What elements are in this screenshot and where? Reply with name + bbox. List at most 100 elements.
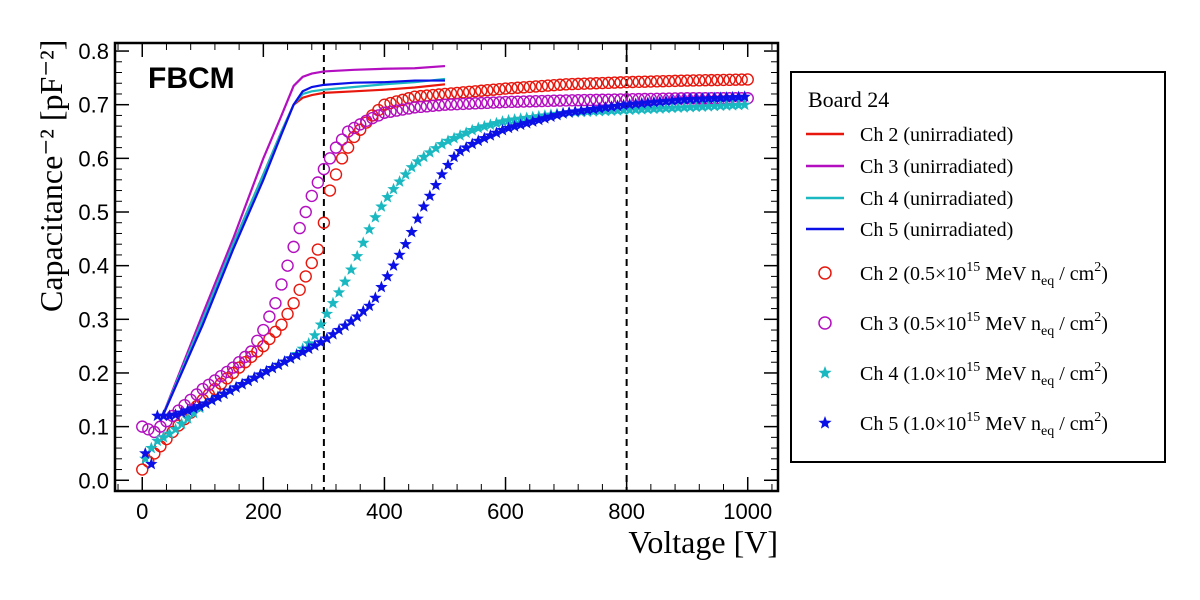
data-point	[472, 121, 485, 134]
data-point	[599, 104, 612, 117]
legend-label: Ch 2 (0.5×1015 MeV neq / cm2)	[860, 260, 1108, 289]
data-point	[638, 75, 651, 88]
y-axis-title: Capacitance⁻² [pF⁻²]	[33, 40, 69, 312]
data-point	[475, 84, 488, 97]
data-point	[578, 93, 591, 107]
legend-circle-marker	[818, 266, 832, 280]
data-point	[417, 200, 430, 212]
data-point	[629, 97, 642, 110]
data-point	[299, 205, 312, 219]
x-tick-label: 600	[487, 499, 524, 524]
legend: Board 24 Ch 2 (unirradiated) Ch 3 (unirra…	[790, 71, 1166, 463]
data-point	[565, 77, 579, 91]
data-point	[163, 409, 176, 422]
data-point	[517, 95, 530, 108]
data-point	[635, 96, 648, 109]
data-point	[281, 259, 294, 272]
data-point	[235, 377, 249, 390]
data-point	[559, 78, 573, 91]
data-point	[475, 96, 488, 110]
series-4	[159, 79, 445, 422]
legend-label: Ch 3 (0.5×1015 MeV neq / cm2)	[860, 310, 1108, 339]
data-point	[741, 73, 754, 86]
data-point	[653, 102, 667, 114]
data-point	[541, 94, 555, 108]
data-point	[590, 93, 603, 107]
series-8	[139, 90, 751, 470]
data-point	[496, 115, 509, 127]
data-point	[732, 98, 745, 111]
legend-title: Board 24	[808, 87, 889, 112]
data-point	[535, 79, 549, 93]
data-point	[338, 275, 352, 288]
data-point	[151, 434, 164, 447]
data-point	[326, 296, 340, 309]
series-line	[159, 77, 446, 422]
data-point	[644, 92, 658, 106]
data-point	[487, 96, 500, 109]
data-point	[514, 112, 527, 125]
data-point	[390, 95, 403, 108]
data-point	[417, 150, 430, 163]
data-point	[347, 121, 361, 135]
data-point	[293, 221, 306, 235]
data-point	[647, 95, 661, 108]
data-point	[596, 76, 609, 90]
data-point	[269, 325, 282, 339]
data-point	[287, 297, 300, 310]
data-point	[332, 323, 346, 336]
data-point	[665, 94, 679, 106]
data-point	[481, 96, 494, 110]
data-point	[511, 95, 524, 108]
data-point	[272, 358, 285, 371]
data-point	[257, 323, 270, 337]
legend-entries: Ch 2 (unirradiated) Ch 3 (unirradiated) Ch…	[806, 124, 1108, 439]
legend-entry: Ch 5 (unirradiated)	[806, 219, 1013, 241]
data-point	[677, 93, 691, 105]
y-tick-label: 0.2	[78, 361, 109, 386]
legend-label: Ch 5 (1.0×1015 MeV neq / cm2)	[860, 410, 1108, 439]
data-point	[684, 92, 697, 105]
data-point	[251, 334, 264, 347]
x-axis-title: Voltage [V]	[628, 524, 778, 560]
legend-entry: Ch 5 (1.0×1015 MeV neq / cm2)	[818, 410, 1108, 439]
data-point	[248, 371, 261, 384]
data-point	[656, 74, 670, 88]
series-layer	[136, 64, 754, 476]
data-point	[641, 102, 654, 115]
data-point	[581, 103, 594, 116]
data-point	[381, 190, 394, 203]
data-point	[175, 417, 188, 430]
data-point	[136, 463, 149, 476]
data-point	[423, 189, 437, 202]
data-point	[275, 318, 288, 331]
data-point	[344, 314, 358, 327]
data-point	[181, 412, 194, 424]
data-point	[254, 368, 267, 380]
data-point	[169, 422, 182, 435]
data-point	[320, 332, 334, 344]
series-2	[159, 64, 446, 422]
data-point	[699, 74, 712, 87]
data-point	[502, 121, 515, 134]
reference-lines	[322, 43, 628, 491]
data-point	[708, 91, 721, 104]
data-point	[181, 404, 194, 416]
data-point	[269, 297, 282, 310]
data-point	[466, 123, 479, 136]
data-point	[496, 123, 509, 136]
data-point	[738, 90, 751, 103]
data-point	[659, 94, 673, 107]
data-point	[435, 137, 449, 150]
data-point	[605, 100, 618, 112]
data-point	[702, 99, 715, 112]
data-point	[738, 98, 751, 111]
data-point	[308, 328, 321, 341]
data-point	[484, 118, 497, 131]
data-point	[408, 101, 421, 114]
data-point	[708, 99, 721, 112]
data-point	[314, 318, 328, 330]
data-point	[320, 307, 334, 320]
data-point	[139, 452, 152, 465]
data-point	[541, 79, 555, 92]
